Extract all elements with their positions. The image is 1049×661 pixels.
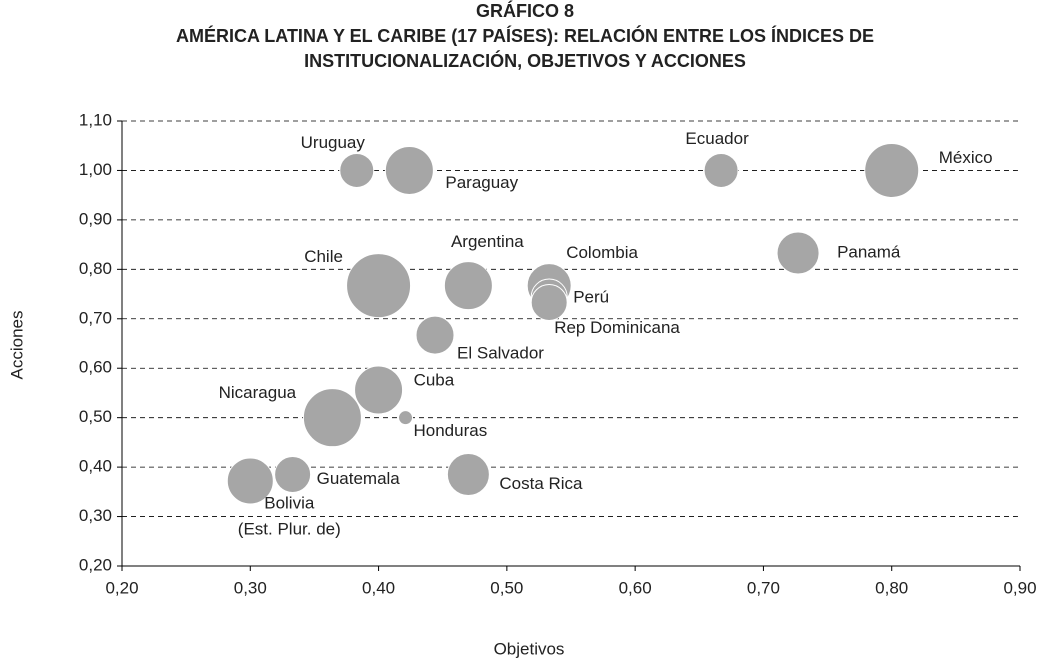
point-label: Uruguay [301, 133, 366, 152]
y-tick-label: 1,10 [79, 110, 112, 129]
x-tick-label: 0,70 [747, 578, 780, 597]
bubble [302, 388, 362, 448]
bubble [346, 253, 412, 319]
bubble [339, 152, 375, 188]
chart-subtitle: AMÉRICA LATINA Y EL CARIBE (17 PAÍSES): … [176, 25, 874, 46]
y-tick-label: 0,90 [79, 209, 112, 228]
x-tick-label: 0,20 [105, 578, 138, 597]
bubble [226, 457, 274, 505]
bubble [415, 315, 455, 355]
point-label: Cuba [414, 370, 455, 389]
y-tick-label: 0,70 [79, 308, 112, 327]
point-label: Colombia [566, 243, 638, 262]
y-tick-label: 0,20 [79, 555, 112, 574]
point-label: Bolivia [264, 493, 315, 512]
point-label: México [939, 148, 993, 167]
point-label: (Est. Plur. de) [238, 519, 341, 538]
point-label: Argentina [451, 232, 524, 251]
point-label: Nicaragua [219, 383, 297, 402]
x-tick-label: 0,50 [490, 578, 523, 597]
x-tick-label: 0,40 [362, 578, 395, 597]
point-label: El Salvador [457, 344, 544, 363]
bubble [446, 453, 490, 497]
bubble [398, 410, 414, 426]
x-axis-label: Objetivos [494, 639, 565, 658]
y-tick-label: 0,40 [79, 457, 112, 476]
point-label: Costa Rica [499, 474, 583, 493]
bubble [703, 152, 739, 188]
bubble [354, 365, 404, 415]
y-axis-label: Acciones [7, 311, 26, 380]
point-label: Guatemala [317, 469, 401, 488]
chart-subtitle: INSTITUCIONALIZACIÓN, OBJETIVOS Y ACCION… [304, 50, 746, 71]
point-label: Chile [304, 247, 343, 266]
x-tick-label: 0,90 [1003, 578, 1036, 597]
point-label: Honduras [414, 421, 488, 440]
y-tick-label: 0,30 [79, 506, 112, 525]
y-tick-label: 0,50 [79, 407, 112, 426]
bubble [530, 283, 568, 321]
x-tick-label: 0,60 [619, 578, 652, 597]
bubble [443, 261, 493, 311]
chart-title: GRÁFICO 8 [476, 0, 574, 21]
point-label: Ecuador [685, 129, 749, 148]
y-tick-label: 0,80 [79, 259, 112, 278]
bubble [776, 231, 820, 275]
point-label: Rep Dominicana [554, 318, 680, 337]
x-tick-label: 0,80 [875, 578, 908, 597]
x-tick-label: 0,30 [234, 578, 267, 597]
point-label: Panamá [837, 243, 901, 262]
y-tick-label: 1,00 [79, 160, 112, 179]
bubble [864, 142, 920, 198]
bubble [384, 145, 434, 195]
y-tick-label: 0,60 [79, 358, 112, 377]
point-label: Paraguay [445, 173, 518, 192]
bubble [274, 456, 312, 494]
point-label: Perú [573, 288, 609, 307]
